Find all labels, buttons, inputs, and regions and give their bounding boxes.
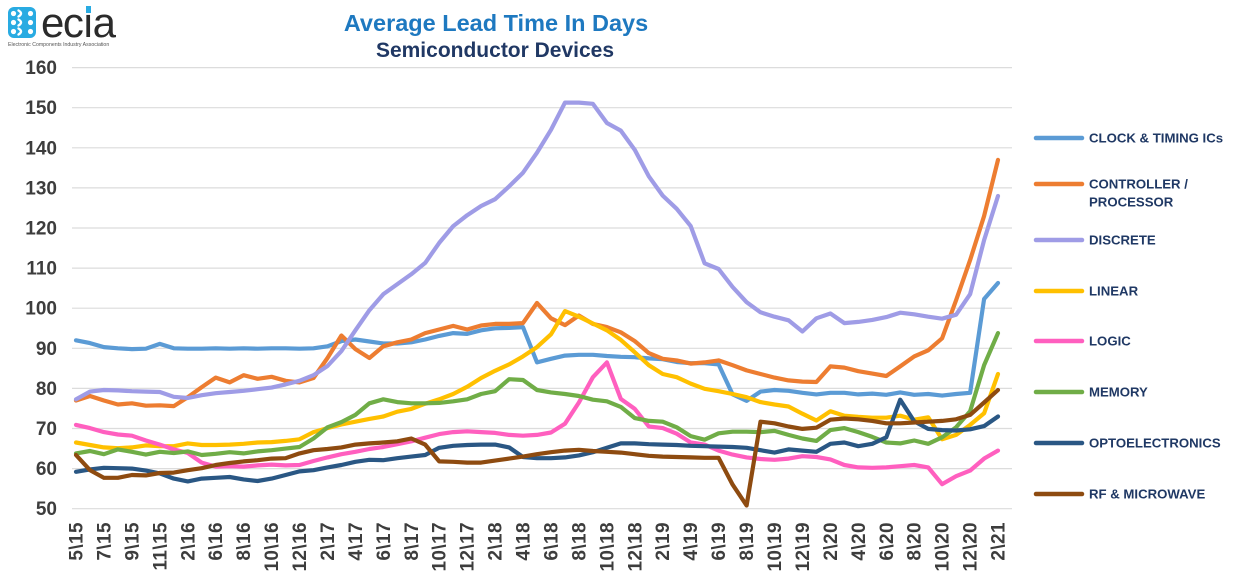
svg-text:130: 130 — [25, 178, 57, 199]
svg-text:5\15: 5\15 — [67, 522, 88, 561]
svg-text:2\18: 2\18 — [486, 522, 507, 561]
svg-text:90: 90 — [36, 339, 57, 360]
svg-text:2\19: 2\19 — [653, 522, 674, 561]
svg-text:8\18: 8\18 — [569, 522, 590, 561]
svg-text:2\17: 2\17 — [318, 522, 339, 561]
svg-text:OPTOELECTRONICS: OPTOELECTRONICS — [1089, 436, 1221, 451]
svg-text:12\20: 12\20 — [961, 522, 982, 572]
svg-text:6\18: 6\18 — [542, 522, 563, 561]
svg-text:LINEAR: LINEAR — [1089, 284, 1139, 299]
svg-text:8\20: 8\20 — [905, 522, 926, 561]
svg-text:6\20: 6\20 — [877, 522, 898, 561]
svg-text:2\20: 2\20 — [821, 522, 842, 561]
svg-text:4\19: 4\19 — [681, 522, 702, 561]
svg-text:9\15: 9\15 — [122, 522, 143, 561]
svg-text:10\19: 10\19 — [765, 522, 786, 572]
svg-text:120: 120 — [25, 219, 57, 240]
svg-text:MEMORY: MEMORY — [1089, 385, 1148, 400]
svg-text:10\17: 10\17 — [430, 522, 451, 572]
svg-text:100: 100 — [25, 299, 57, 320]
svg-text:6\17: 6\17 — [374, 522, 395, 561]
svg-text:ecıa: ecıa — [41, 0, 117, 46]
svg-text:140: 140 — [25, 138, 57, 159]
svg-text:4\18: 4\18 — [514, 522, 535, 561]
svg-text:CONTROLLER /: CONTROLLER / — [1089, 177, 1188, 192]
svg-text:CLOCK & TIMING ICs: CLOCK & TIMING ICs — [1089, 131, 1223, 146]
svg-text:10\20: 10\20 — [933, 522, 954, 572]
svg-text:60: 60 — [36, 459, 57, 480]
svg-text:LOGIC: LOGIC — [1089, 334, 1131, 349]
svg-text:12\17: 12\17 — [458, 522, 479, 572]
svg-text:PROCESSOR: PROCESSOR — [1089, 195, 1174, 210]
svg-text:6\16: 6\16 — [206, 522, 227, 561]
svg-text:Average Lead Time In Days: Average Lead Time In Days — [344, 10, 648, 36]
svg-text:160: 160 — [25, 58, 57, 79]
svg-text:110: 110 — [26, 259, 57, 280]
svg-text:11\15: 11\15 — [150, 522, 171, 571]
svg-text:12\19: 12\19 — [793, 522, 814, 572]
svg-text:150: 150 — [25, 98, 57, 119]
svg-text:Electronic Components Industry: Electronic Components Industry Associati… — [8, 42, 109, 48]
svg-text:12\18: 12\18 — [625, 522, 646, 572]
svg-text:4\17: 4\17 — [346, 522, 367, 561]
svg-text:70: 70 — [36, 419, 57, 440]
svg-text:10\16: 10\16 — [262, 522, 283, 572]
svg-text:8\17: 8\17 — [402, 522, 423, 561]
svg-text:Semiconductor Devices: Semiconductor Devices — [376, 39, 614, 62]
svg-text:DISCRETE: DISCRETE — [1089, 233, 1156, 248]
svg-text:2\21: 2\21 — [989, 522, 1010, 561]
svg-text:50: 50 — [36, 499, 57, 520]
svg-text:10\18: 10\18 — [597, 522, 618, 572]
svg-text:4\20: 4\20 — [849, 522, 870, 561]
svg-text:2\16: 2\16 — [178, 522, 199, 561]
svg-text:12\16: 12\16 — [290, 522, 311, 572]
svg-text:7\15: 7\15 — [94, 522, 115, 561]
svg-text:8\16: 8\16 — [234, 522, 255, 561]
svg-text:80: 80 — [36, 379, 57, 400]
svg-text:RF & MICROWAVE: RF & MICROWAVE — [1089, 487, 1205, 502]
svg-text:6\19: 6\19 — [709, 522, 730, 561]
svg-text:8\19: 8\19 — [737, 522, 758, 561]
